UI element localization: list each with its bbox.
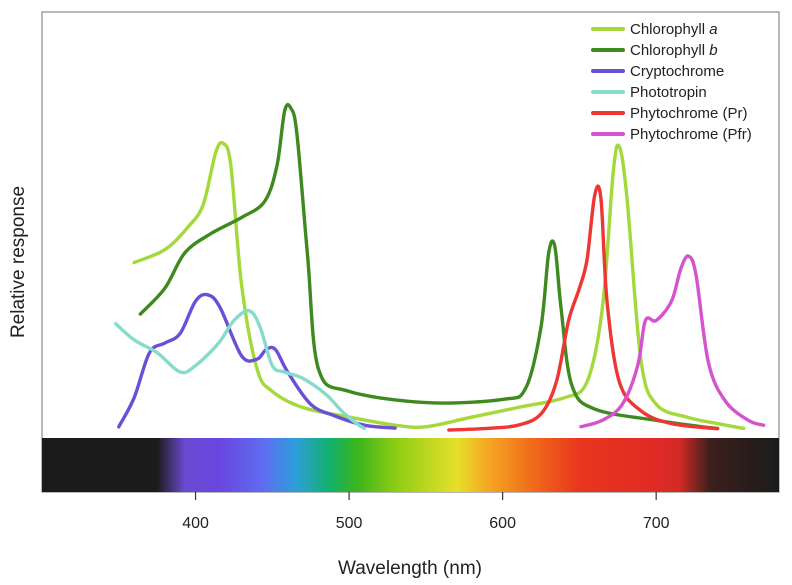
- x-tick-label: 600: [489, 515, 516, 532]
- legend-label-phototropin: Phototropin: [630, 84, 707, 101]
- legend: Chlorophyll a Chlorophyll b Cryptochrome Ph…: [591, 21, 752, 143]
- series-line-phytochrome-pfr: [579, 254, 766, 429]
- series-line-cryptochrome: [117, 292, 397, 430]
- x-axis-title: Wavelength (nm): [338, 558, 482, 579]
- x-tick-label: 700: [643, 515, 670, 532]
- series-line-phototropin: [114, 309, 367, 431]
- legend-label-chlorophyll-a: Chlorophyll a: [630, 21, 718, 38]
- series-line-chlorophyll-b: [138, 102, 720, 431]
- y-axis-title: Relative response: [8, 186, 29, 338]
- x-tick-label: 500: [336, 515, 363, 532]
- legend-label-phytochrome-pr: Phytochrome (Pr): [630, 105, 748, 122]
- plot-frame: [41, 11, 780, 493]
- legend-label-phytochrome-pfr: Phytochrome (Pfr): [630, 126, 752, 143]
- spectrum-bar: [42, 438, 779, 492]
- series-lines: [114, 102, 766, 432]
- x-axis-ticks: 400 500 600 700: [182, 492, 670, 532]
- legend-label-cryptochrome: Cryptochrome: [630, 63, 724, 80]
- series-line-chlorophyll-a: [132, 140, 746, 431]
- x-tick-label: 400: [182, 515, 209, 532]
- series-line-phytochrome-pr: [447, 184, 720, 432]
- legend-label-chlorophyll-b: Chlorophyll b: [630, 42, 718, 59]
